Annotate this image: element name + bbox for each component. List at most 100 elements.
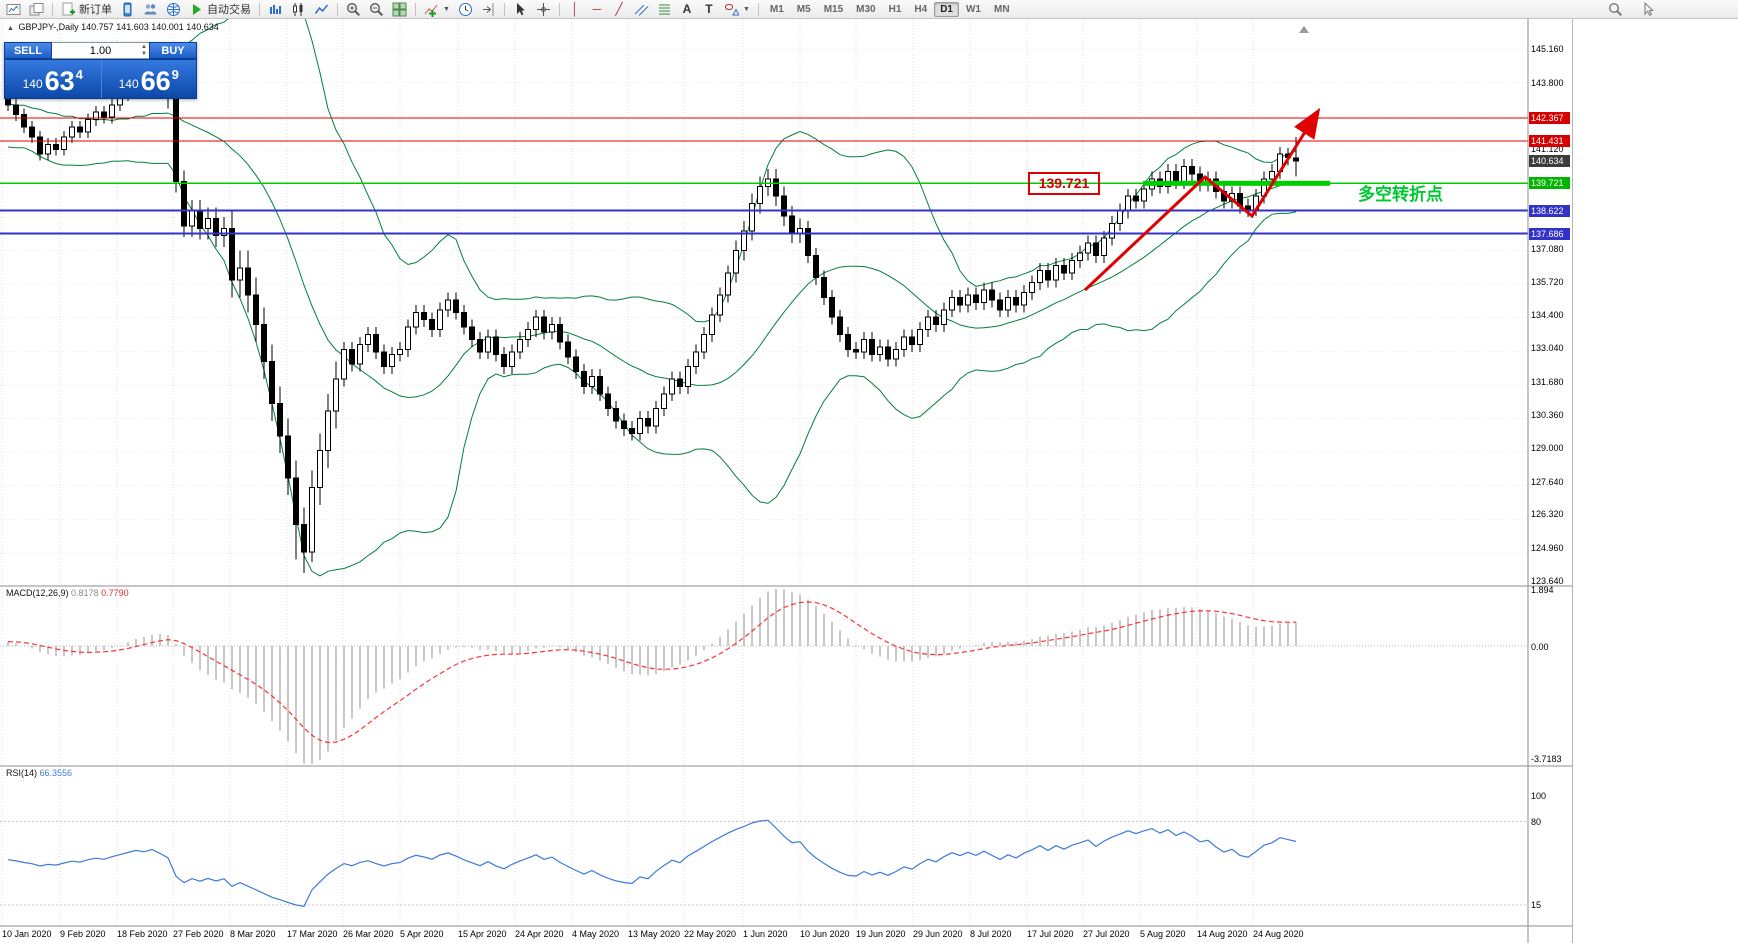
globe-icon bbox=[167, 2, 180, 16]
date-label[interactable]: 26 Mar 2020 bbox=[343, 929, 394, 939]
date-label[interactable]: 29 Jun 2020 bbox=[913, 929, 963, 939]
date-label[interactable]: 10 Jan 2020 bbox=[2, 929, 52, 939]
pivot-annotation-text[interactable]: 多空转折点 bbox=[1358, 185, 1443, 204]
date-label[interactable]: 9 Feb 2020 bbox=[60, 929, 106, 939]
autotrading-label: 自动交易 bbox=[207, 4, 251, 16]
chart-profiles-button[interactable] bbox=[26, 1, 47, 18]
toolbar-separator bbox=[558, 2, 560, 16]
price-axis-label: 141.120 bbox=[1531, 143, 1564, 154]
date-label[interactable]: 19 Jun 2020 bbox=[856, 929, 906, 939]
zoom-out-button[interactable] bbox=[366, 1, 387, 18]
new-order-icon bbox=[62, 2, 75, 15]
volume-input[interactable]: 1.00 ▲ ▼ bbox=[52, 42, 149, 59]
bar-chart-button[interactable] bbox=[265, 1, 286, 18]
shapes-tool-button[interactable]: ▼ bbox=[721, 1, 753, 18]
periods-clock-button[interactable] bbox=[455, 1, 476, 18]
timeframe-M5-button[interactable]: M5 bbox=[791, 2, 817, 17]
timeframe-M30-button[interactable]: M30 bbox=[850, 2, 881, 17]
sell-button[interactable]: SELL bbox=[4, 42, 52, 59]
cursor-tool-button[interactable] bbox=[510, 1, 531, 18]
date-label[interactable]: 10 Jun 2020 bbox=[800, 929, 850, 939]
date-label[interactable]: 5 Aug 2020 bbox=[1140, 929, 1186, 939]
rsi-value: 66.3556 bbox=[39, 768, 73, 778]
autotrading-play-icon bbox=[193, 3, 201, 15]
date-label[interactable]: 17 Mar 2020 bbox=[287, 929, 338, 939]
price-axis-badge: 140.634 bbox=[1529, 154, 1570, 167]
timeframe-MN-button[interactable]: MN bbox=[988, 2, 1016, 17]
new-order-button[interactable]: 新订单 bbox=[58, 1, 115, 18]
price-axis-label: 145.160 bbox=[1531, 44, 1564, 54]
buy-price-whole: 140 bbox=[118, 77, 139, 91]
timeframe-M15-button[interactable]: M15 bbox=[818, 2, 849, 17]
spinner-up-icon[interactable]: ▲ bbox=[141, 44, 147, 50]
price-axis-badge: 142.367 bbox=[1529, 112, 1570, 124]
new-chart-button[interactable] bbox=[3, 1, 24, 18]
price-axis-label: 129.000 bbox=[1531, 443, 1564, 454]
one-click-trading-panel: SELL 1.00 ▲ ▼ BUY 140 63 4 140 66 9 bbox=[4, 42, 197, 99]
price-axis-badge: 138.622 bbox=[1529, 204, 1570, 217]
volume-spinner[interactable]: ▲ ▼ bbox=[141, 44, 147, 58]
date-label[interactable]: 8 Mar 2020 bbox=[230, 929, 276, 939]
spinner-down-icon[interactable]: ▼ bbox=[141, 51, 147, 57]
timeframe-H1-button[interactable]: H1 bbox=[883, 2, 908, 17]
price-annotation-box[interactable]: 139.721 bbox=[1028, 172, 1100, 195]
horizontal-line-tool-button[interactable]: ─ bbox=[587, 1, 607, 18]
channel-tool-button[interactable] bbox=[631, 1, 652, 18]
date-label[interactable]: 18 Feb 2020 bbox=[117, 929, 168, 939]
date-label[interactable]: 1 Jun 2020 bbox=[743, 929, 788, 939]
text-tool-button[interactable]: A bbox=[677, 1, 697, 18]
tile-windows-button[interactable] bbox=[389, 1, 410, 18]
vertical-line-tool-button[interactable]: │ bbox=[565, 1, 585, 18]
date-label[interactable]: 5 Apr 2020 bbox=[400, 929, 444, 939]
date-label[interactable]: 22 May 2020 bbox=[684, 929, 737, 939]
buy-price-display[interactable]: 140 66 9 bbox=[100, 60, 197, 98]
date-label[interactable]: 27 Jul 2020 bbox=[1083, 929, 1130, 939]
trendline-icon: ╱ bbox=[615, 1, 623, 16]
date-label[interactable]: 8 Jul 2020 bbox=[970, 929, 1012, 939]
date-label[interactable]: 4 May 2020 bbox=[572, 929, 620, 939]
date-label[interactable]: 24 Apr 2020 bbox=[515, 929, 564, 939]
timeframe-M1-button[interactable]: M1 bbox=[764, 2, 790, 17]
date-label[interactable]: 27 Feb 2020 bbox=[173, 929, 224, 939]
autotrading-button[interactable]: 自动交易 bbox=[186, 1, 254, 18]
toolbar-separator bbox=[52, 2, 53, 16]
candlestick-chart-icon bbox=[293, 2, 303, 16]
date-label[interactable]: 24 Aug 2020 bbox=[1253, 929, 1304, 939]
candlestick-chart-button[interactable] bbox=[288, 1, 309, 18]
timeframe-D1-button[interactable]: D1 bbox=[934, 1, 959, 17]
chart-window[interactable]: ▲ GBPJPY-,Daily 140.757 141.603 140.001 … bbox=[0, 19, 1573, 943]
chart-shift-button[interactable] bbox=[478, 1, 499, 18]
indicators-button[interactable]: ▼ bbox=[421, 1, 453, 18]
chart-canvas[interactable] bbox=[0, 19, 1572, 943]
crosshair-icon bbox=[536, 2, 550, 16]
trendline-tool-button[interactable]: ╱ bbox=[609, 1, 629, 18]
price-axis-label: 143.800 bbox=[1531, 77, 1564, 88]
date-label[interactable]: 15 Apr 2020 bbox=[458, 929, 507, 939]
zoom-in-button[interactable] bbox=[343, 1, 364, 18]
bar-chart-icon bbox=[270, 4, 281, 14]
volume-value: 1.00 bbox=[89, 44, 112, 57]
sell-price-display[interactable]: 140 63 4 bbox=[5, 60, 101, 98]
search-button[interactable] bbox=[1605, 1, 1626, 18]
date-label[interactable]: 14 Aug 2020 bbox=[1197, 929, 1248, 939]
market-button[interactable] bbox=[163, 1, 184, 18]
clock-icon bbox=[458, 2, 472, 16]
label-tool-button[interactable]: T bbox=[699, 1, 719, 18]
crosshair-tool-button[interactable] bbox=[533, 1, 554, 18]
date-label[interactable]: 13 May 2020 bbox=[628, 929, 681, 939]
sell-price-pips: 63 bbox=[44, 66, 75, 97]
pointer-button[interactable] bbox=[1638, 1, 1659, 18]
line-chart-button[interactable] bbox=[311, 1, 332, 18]
mobile-terminal-button[interactable] bbox=[117, 1, 138, 18]
toolbar-separator bbox=[259, 2, 260, 16]
timeframe-H4-button[interactable]: H4 bbox=[908, 2, 933, 17]
cursor-icon bbox=[516, 2, 525, 15]
macd-axis-label: 0.00 bbox=[1531, 642, 1549, 652]
shapes-icon bbox=[724, 3, 739, 15]
date-label[interactable]: 17 Jul 2020 bbox=[1027, 929, 1074, 939]
community-button[interactable] bbox=[140, 1, 161, 18]
toolbar-separator bbox=[503, 2, 505, 16]
timeframe-W1-button[interactable]: W1 bbox=[960, 2, 987, 17]
buy-button[interactable]: BUY bbox=[149, 42, 197, 59]
fibonacci-tool-button[interactable] bbox=[654, 1, 675, 18]
